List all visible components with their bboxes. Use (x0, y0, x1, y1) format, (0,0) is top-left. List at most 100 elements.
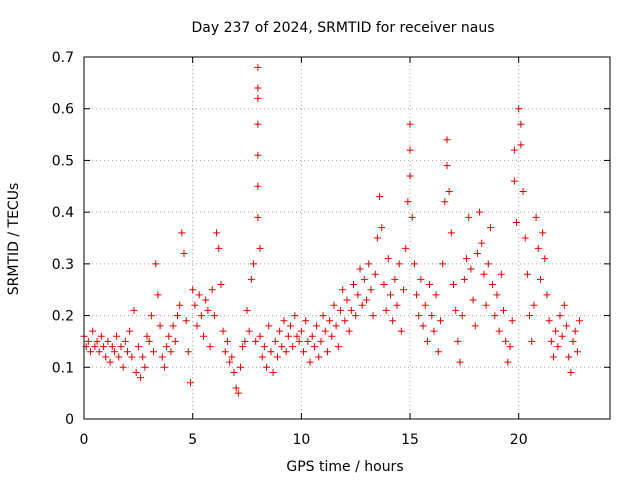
data-point (560, 301, 568, 309)
data-point (286, 322, 294, 330)
data-point (530, 301, 538, 309)
data-point (458, 312, 466, 320)
data-point (521, 234, 529, 242)
data-point (352, 312, 360, 320)
data-point (478, 239, 486, 247)
data-point (439, 260, 447, 268)
data-point (245, 327, 253, 335)
data-point (171, 337, 179, 345)
data-point (265, 322, 273, 330)
data-point (269, 368, 277, 376)
data-point (221, 348, 229, 356)
data-point (123, 348, 131, 356)
data-point (254, 213, 262, 221)
data-point (126, 327, 134, 335)
data-point (328, 332, 336, 340)
data-point (291, 312, 299, 320)
data-point (406, 172, 414, 180)
data-point (395, 260, 403, 268)
data-point (200, 332, 208, 340)
y-tick-label: 0.1 (52, 360, 74, 376)
data-point (289, 343, 297, 351)
data-point (369, 312, 377, 320)
data-point (554, 343, 562, 351)
data-point (465, 213, 473, 221)
data-point (552, 327, 560, 335)
data-point (173, 312, 181, 320)
data-point (441, 198, 449, 206)
data-point (295, 337, 303, 345)
data-point (452, 306, 460, 314)
x-axis-label: GPS time / hours (286, 459, 403, 475)
data-point (300, 348, 308, 356)
data-point (263, 363, 271, 371)
data-point (104, 337, 112, 345)
data-point (197, 312, 205, 320)
data-point (497, 270, 505, 278)
data-point (252, 337, 260, 345)
data-point (510, 177, 518, 185)
data-point (569, 337, 577, 345)
data-point (254, 120, 262, 128)
data-point (147, 312, 155, 320)
data-point (406, 146, 414, 154)
data-point (191, 301, 199, 309)
data-point (406, 120, 414, 128)
data-point (350, 281, 358, 289)
data-point (373, 234, 381, 242)
data-point (389, 317, 397, 325)
data-point (330, 301, 338, 309)
data-point (467, 265, 475, 273)
data-point (360, 275, 368, 283)
data-point (404, 198, 412, 206)
x-tick-label: 15 (401, 432, 419, 448)
data-point (202, 296, 210, 304)
data-point (480, 270, 488, 278)
data-point (226, 358, 234, 366)
data-point (182, 317, 190, 325)
data-point (421, 301, 429, 309)
data-point (334, 343, 342, 351)
data-point (319, 312, 327, 320)
data-point (217, 281, 225, 289)
data-point (413, 291, 421, 299)
data-point (271, 337, 279, 345)
data-point (397, 327, 405, 335)
data-point (306, 358, 314, 366)
y-tick-label: 0.6 (52, 102, 74, 118)
data-point (571, 327, 579, 335)
data-point (534, 244, 542, 252)
data-point (382, 306, 390, 314)
data-point (160, 363, 168, 371)
data-point (380, 281, 388, 289)
data-point (415, 312, 423, 320)
data-point (576, 317, 584, 325)
data-point (436, 317, 444, 325)
data-point (206, 343, 214, 351)
data-point (321, 327, 329, 335)
data-point (132, 368, 140, 376)
data-point (499, 306, 507, 314)
data-point (489, 281, 497, 289)
data-point (134, 343, 142, 351)
data-point (119, 363, 127, 371)
data-point (108, 343, 116, 351)
data-point (541, 255, 549, 263)
data-point (354, 291, 362, 299)
data-point (573, 348, 581, 356)
data-point (145, 337, 153, 345)
data-point (471, 322, 479, 330)
data-point (302, 317, 310, 325)
y-axis-label: SRMTID / TECUs (6, 183, 22, 296)
data-point (504, 358, 512, 366)
x-tick-label: 5 (188, 432, 197, 448)
data-point (506, 343, 514, 351)
data-point (365, 260, 373, 268)
data-point (345, 327, 353, 335)
data-point (563, 322, 571, 330)
data-point (280, 317, 288, 325)
data-point (545, 317, 553, 325)
data-point (254, 151, 262, 159)
data-point (254, 84, 262, 92)
